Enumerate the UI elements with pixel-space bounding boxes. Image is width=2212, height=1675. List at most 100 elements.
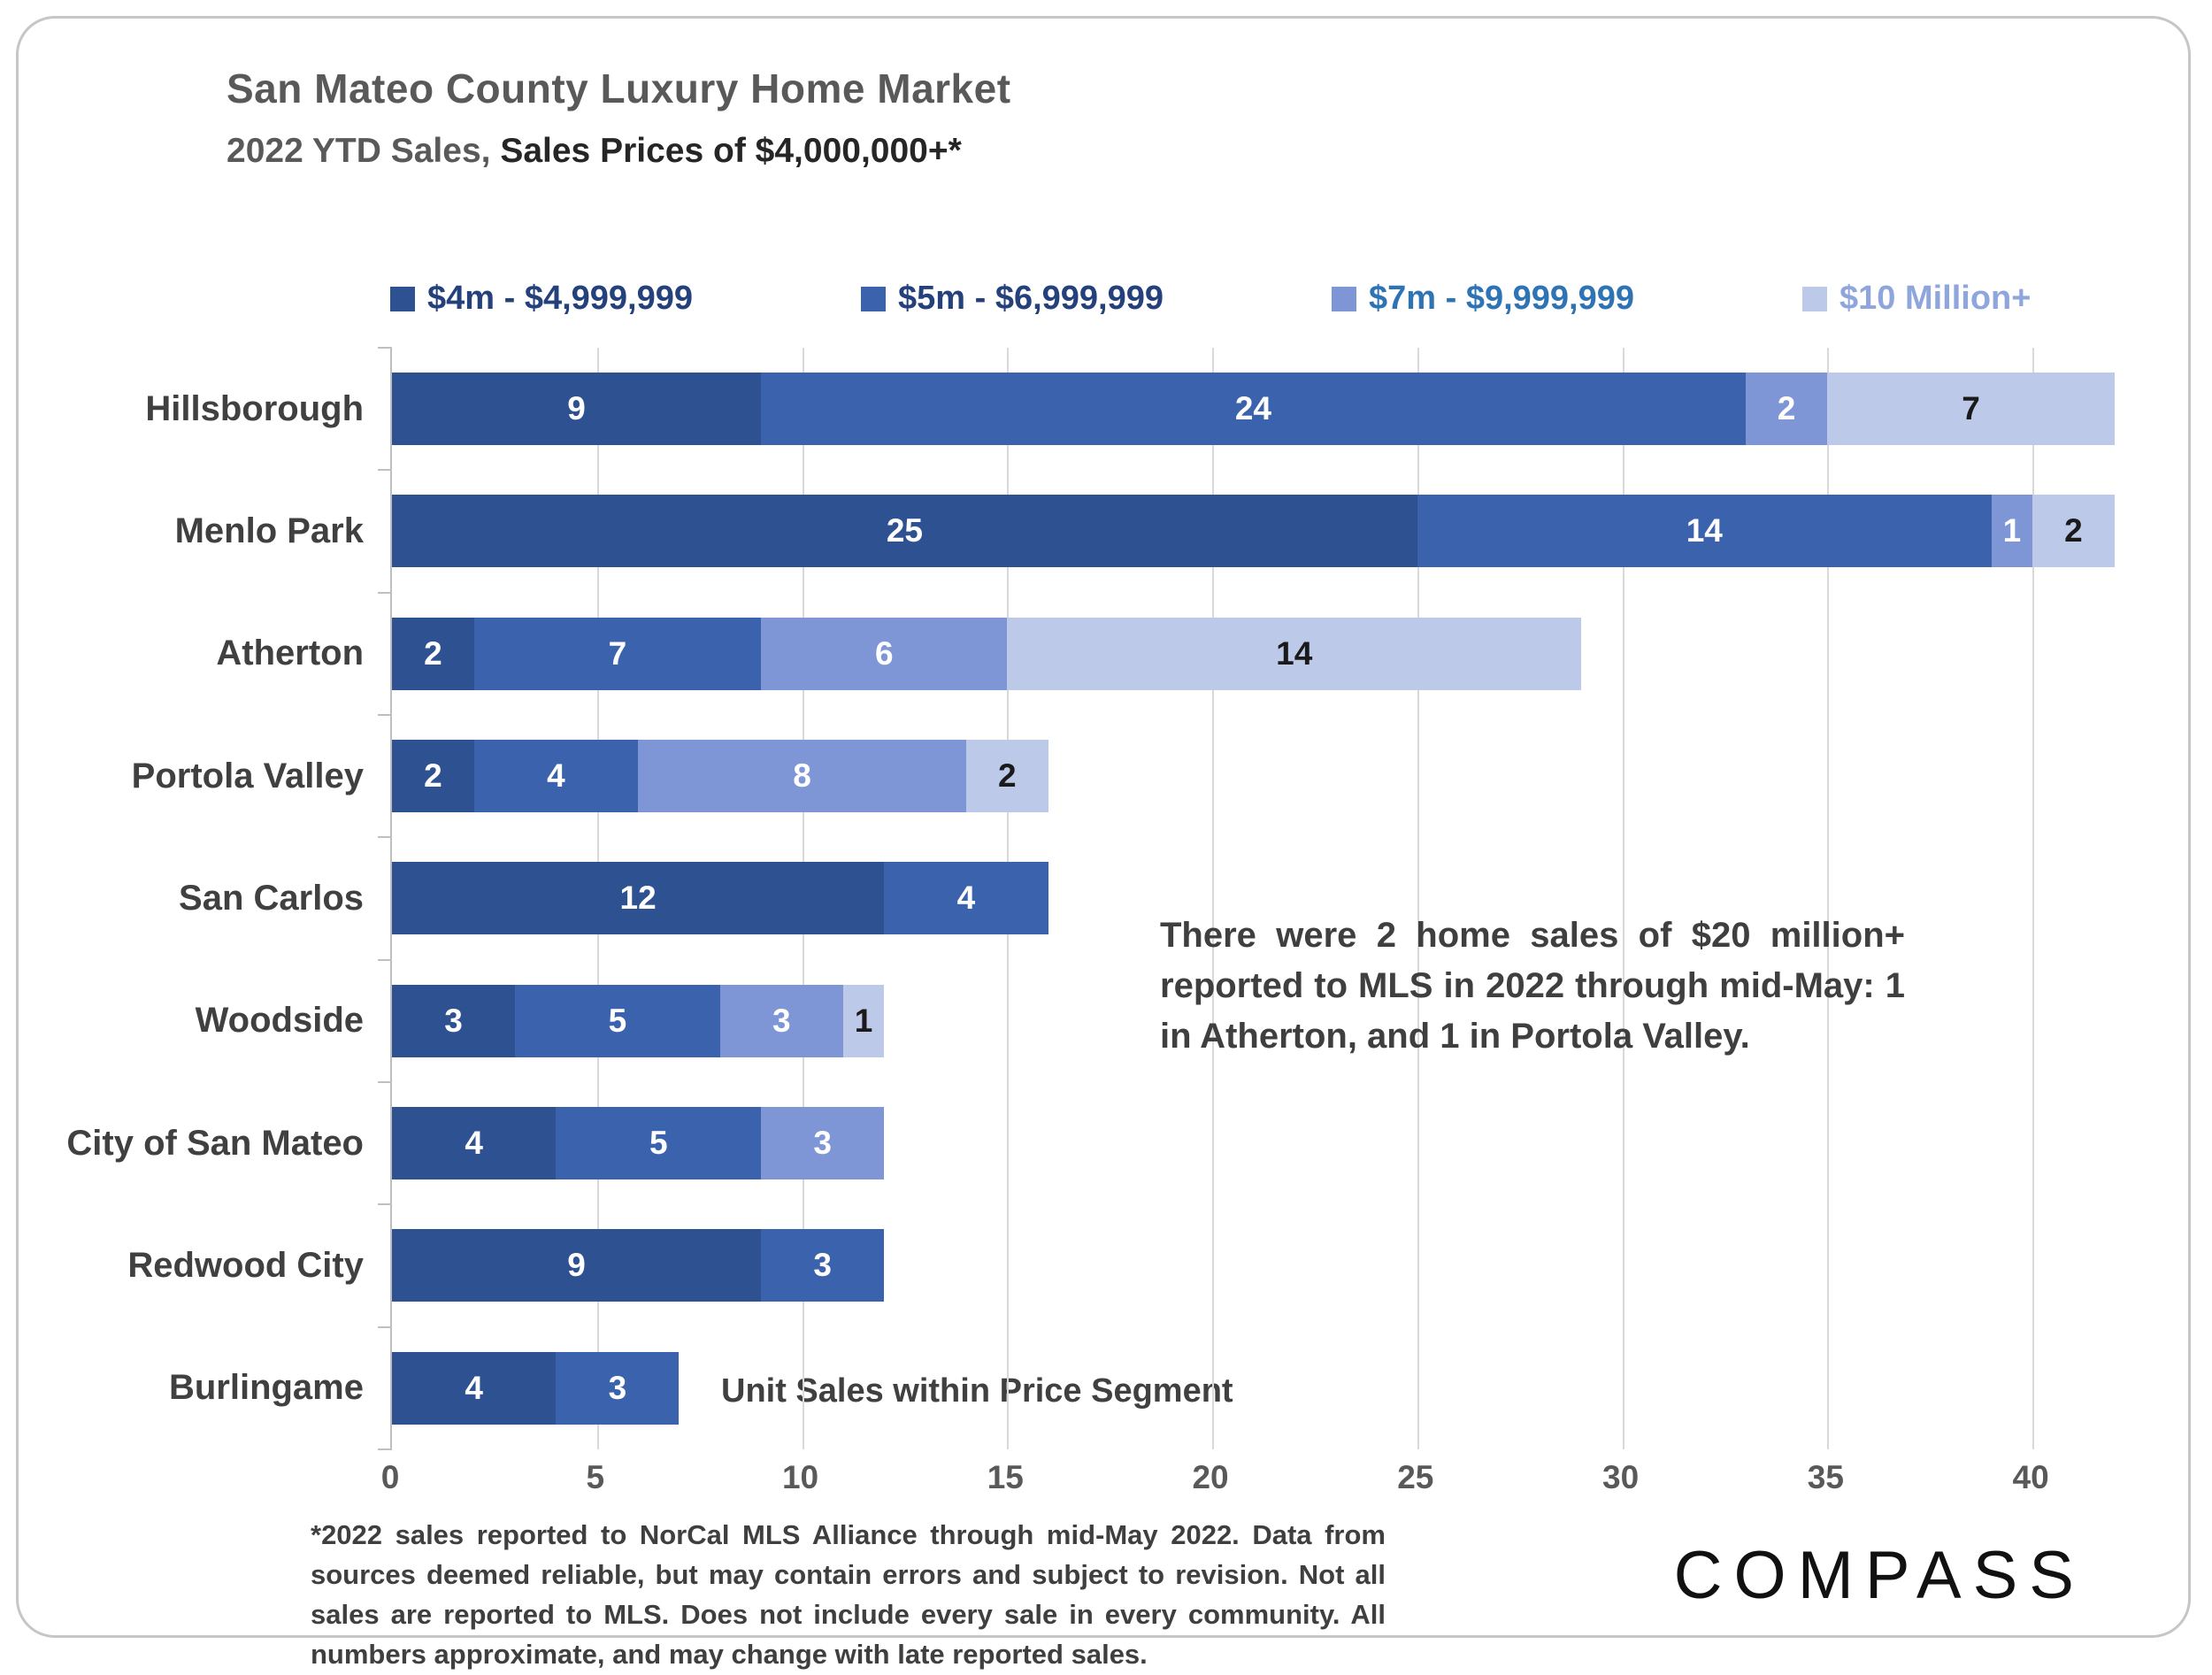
bar-segment: 4 xyxy=(392,1107,557,1180)
bar-value-label: 4 xyxy=(956,880,976,917)
bar-value-label: 2 xyxy=(997,757,1017,795)
bar-segment: 1 xyxy=(1991,495,2033,568)
category-label: City of San Mateo xyxy=(66,1123,364,1163)
category-label: Woodside xyxy=(195,1001,364,1041)
bar-segment: 1 xyxy=(842,984,885,1057)
stacked-bar: 4 5 3 xyxy=(392,1107,2135,1180)
bar-segment: 5 xyxy=(556,1107,762,1180)
bar-value-label: 3 xyxy=(813,1247,832,1284)
y-axis-tick xyxy=(378,469,392,472)
chart-area: Hillsborough Menlo Park Atherton Portola Va… xyxy=(19,347,2160,1450)
bar-value-label: 1 xyxy=(2002,512,2022,549)
chart-card: San Mateo County Luxury Home Market 2022… xyxy=(16,16,2191,1670)
bar-value-label: 14 xyxy=(1276,634,1313,672)
legend-item: $5m - $6,999,999 xyxy=(861,280,1332,318)
y-axis-tick xyxy=(378,836,392,839)
chart-subtitle: 2022 YTD Sales, Sales Prices of $4,000,0… xyxy=(227,132,962,171)
bar-value-label: 5 xyxy=(649,1125,668,1162)
bar-segment: 3 xyxy=(719,984,843,1057)
x-tick-label: 15 xyxy=(987,1459,1024,1495)
bar-value-label: 4 xyxy=(465,1369,483,1406)
bar-value-label: 2 xyxy=(424,757,442,795)
legend-swatch xyxy=(1802,286,1827,311)
x-axis-title: Unit Sales within Price Segment xyxy=(721,1372,1233,1410)
stacked-bar: 3 5 3 1 xyxy=(392,984,2135,1057)
x-tick-label: 40 xyxy=(2012,1459,2049,1495)
bar-segment: 4 xyxy=(884,862,1048,935)
bar-value-label: 14 xyxy=(1686,512,1723,549)
bar-value-label: 2 xyxy=(2064,512,2083,549)
bar-row: 25 14 1 2 xyxy=(392,470,2135,592)
plot-area: Unit Sales within Price Segment 9 24 2 7 25 1… xyxy=(378,347,2135,1450)
bar-value-label: 2 xyxy=(1777,390,1796,427)
chart-annotation: There were 2 home sales of $20 million+ … xyxy=(1160,916,1905,1056)
subtitle-prefix: 2022 YTD Sales, xyxy=(227,132,501,170)
bar-row: 3 5 3 1 xyxy=(392,960,2135,1082)
x-tick-label: 5 xyxy=(586,1459,605,1495)
bar-segment: 7 xyxy=(1827,373,2115,446)
x-tick-label: 20 xyxy=(1192,1459,1229,1495)
bar-segment: 3 xyxy=(761,1229,885,1302)
subtitle-emphasis: Sales Prices of $4,000,000+* xyxy=(500,132,962,170)
bar-value-label: 8 xyxy=(793,757,811,795)
legend-label: $4m - $4,999,999 xyxy=(427,280,694,317)
bar-value-label: 3 xyxy=(608,1369,627,1406)
bar-value-label: 12 xyxy=(619,880,657,917)
y-axis-tick xyxy=(378,1448,392,1450)
bar-value-label: 5 xyxy=(608,1002,627,1039)
y-axis-tick xyxy=(378,1080,392,1083)
bar-segment: 14 xyxy=(1007,617,1582,690)
bar-segment: 9 xyxy=(392,1229,762,1302)
category-label: Hillsborough xyxy=(145,388,364,428)
legend-label: $10 Million+ xyxy=(1839,280,2032,317)
bar-value-label: 3 xyxy=(444,1002,463,1039)
gridline xyxy=(1622,348,1624,1449)
stacked-bar: 2 4 8 2 xyxy=(392,740,2135,813)
chart-title: San Mateo County Luxury Home Market xyxy=(227,65,1011,111)
x-axis-ticks: 0 5 10 15 20 25 30 35 40 xyxy=(381,1459,2133,1509)
stacked-bar: 25 14 1 2 xyxy=(392,495,2135,568)
legend-item: $10 Million+ xyxy=(1802,280,2212,318)
stacked-bar: 9 24 2 7 xyxy=(392,373,2135,446)
bar-segment: 4 xyxy=(473,740,639,813)
bar-row: 4 5 3 xyxy=(392,1082,2135,1204)
legend: $4m - $4,999,999 $5m - $6,999,999 $7m - $9… xyxy=(390,280,2212,318)
bar-value-label: 4 xyxy=(465,1125,483,1162)
bar-row: 2 7 6 14 xyxy=(392,593,2135,715)
bar-segment: 2 xyxy=(1745,373,1828,446)
bar-segment: 14 xyxy=(1417,495,1992,568)
bar-value-label: 1 xyxy=(854,1002,873,1039)
bar-value-label: 24 xyxy=(1234,390,1271,427)
legend-label: $5m - $6,999,999 xyxy=(898,280,1164,317)
gridline xyxy=(2032,348,2035,1449)
x-tick-label: 25 xyxy=(1397,1459,1434,1495)
bar-value-label: 9 xyxy=(567,1247,586,1284)
bar-segment: 9 xyxy=(392,373,762,446)
gridline xyxy=(1212,348,1215,1449)
x-tick-label: 35 xyxy=(1807,1459,1844,1495)
bar-segment: 8 xyxy=(638,740,966,813)
bar-value-label: 9 xyxy=(567,390,586,427)
bar-segment: 2 xyxy=(392,740,474,813)
legend-item: $7m - $9,999,999 xyxy=(1332,280,1802,318)
stacked-bar: 2 7 6 14 xyxy=(392,617,2135,690)
category-label: Portola Valley xyxy=(131,756,364,795)
legend-swatch xyxy=(390,286,415,311)
legend-item: $4m - $4,999,999 xyxy=(390,280,861,318)
x-tick-label: 0 xyxy=(380,1459,400,1495)
category-label: San Carlos xyxy=(179,878,364,918)
bar-segment: 4 xyxy=(392,1351,557,1425)
bar-value-label: 25 xyxy=(886,512,923,549)
footnote-text: *2022 sales reported to NorCal MLS Allia… xyxy=(311,1519,1386,1670)
bar-segment: 12 xyxy=(392,862,885,935)
bar-segment: 2 xyxy=(965,740,1048,813)
bar-row: 12 4 xyxy=(392,837,2135,959)
legend-label: $7m - $9,999,999 xyxy=(1369,280,1635,317)
category-label: Burlingame xyxy=(168,1368,364,1408)
bar-segment: 2 xyxy=(2032,495,2115,568)
gridline xyxy=(1417,348,1419,1449)
